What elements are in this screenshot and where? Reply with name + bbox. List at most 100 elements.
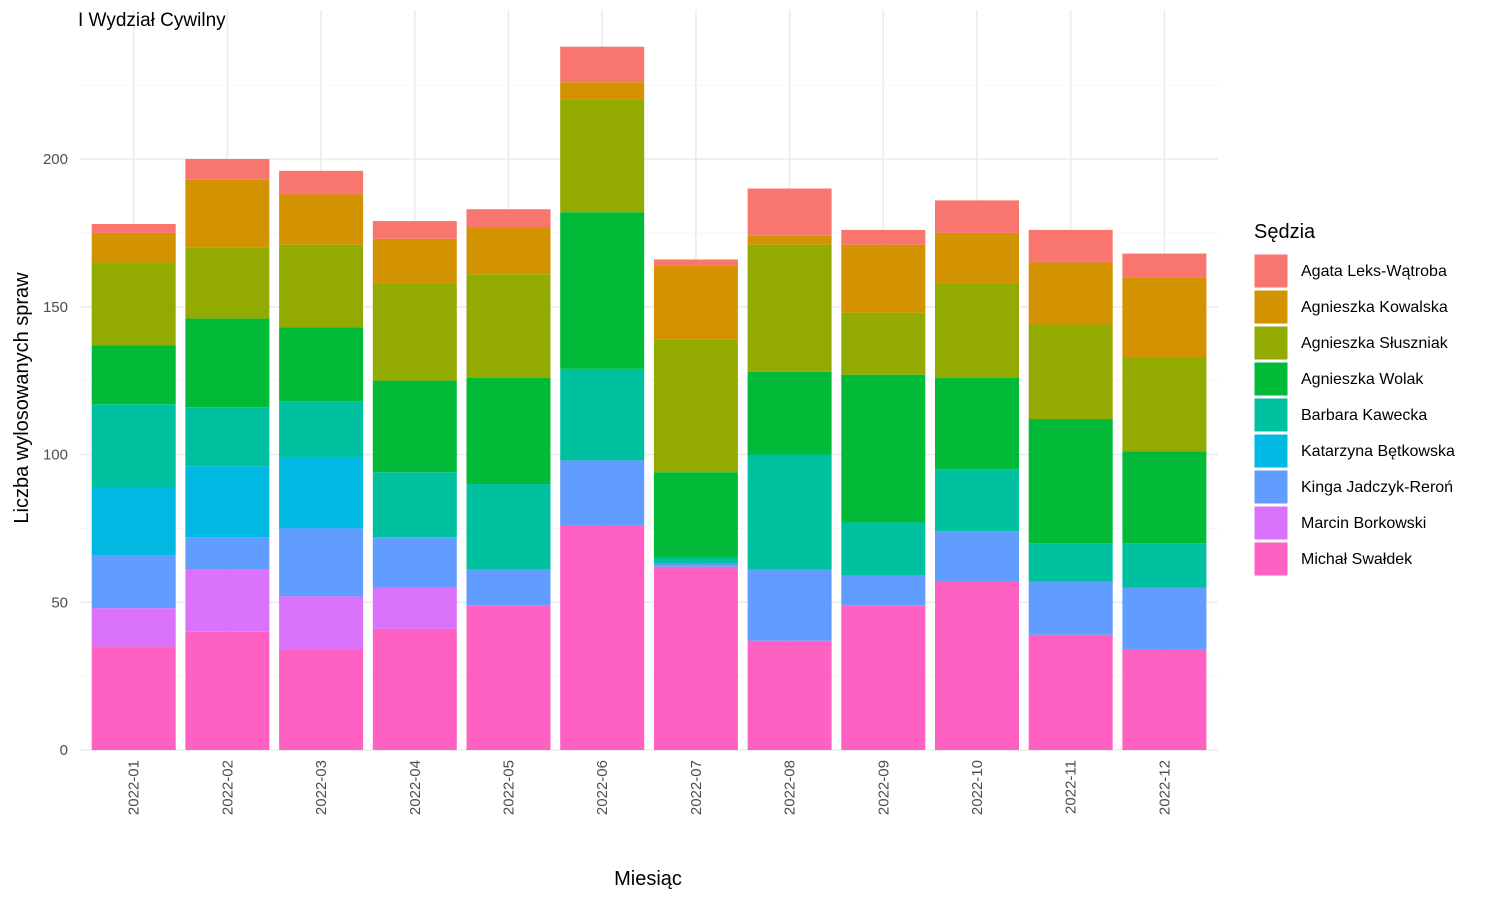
- legend-item: Agnieszka Słuszniak: [1253, 325, 1449, 361]
- legend-label: Agnieszka Kowalska: [1301, 299, 1448, 316]
- bar-segment: [560, 525, 645, 750]
- bar-segment: [1028, 262, 1113, 325]
- bar-segment: [935, 469, 1019, 532]
- x-tick-label: 2022-01: [126, 760, 143, 815]
- legend-label: Marcin Borkowski: [1301, 515, 1426, 532]
- bar-segment: [747, 569, 832, 641]
- y-axis-title: Liczba wylosowanych spraw: [11, 272, 33, 524]
- legend-item: Barbara Kawecka: [1253, 397, 1427, 433]
- bar-segment: [1122, 356, 1207, 452]
- bar-segment: [935, 232, 1019, 284]
- bar-segment: [1122, 451, 1207, 544]
- bar-segment: [91, 608, 176, 647]
- bar-segment: [185, 179, 270, 248]
- bar-segment: [1122, 587, 1207, 650]
- x-tick-label: 2022-12: [1156, 760, 1173, 815]
- legend-item: Agnieszka Kowalska: [1253, 289, 1448, 325]
- bar-segment: [372, 472, 457, 538]
- y-tick-label: 200: [43, 151, 68, 168]
- legend-label: Michał Swałdek: [1301, 551, 1413, 568]
- bar-segment: [91, 487, 176, 555]
- legend-item: Kinga Jadczyk-Reroń: [1253, 469, 1453, 505]
- bar-segment: [1122, 543, 1207, 588]
- bar-segment: [279, 170, 364, 195]
- x-tick-label: 2022-04: [407, 760, 424, 815]
- bar-segment: [841, 374, 926, 523]
- legend-swatch: [1253, 541, 1289, 577]
- bar-segment: [1028, 324, 1113, 420]
- bar-segment: [653, 472, 738, 558]
- legend-swatch: [1253, 469, 1289, 505]
- legend-item: Michał Swałdek: [1253, 541, 1413, 577]
- x-tick-label: 2022-02: [219, 760, 236, 815]
- bar-segment: [841, 244, 926, 313]
- bar-segment: [372, 283, 457, 381]
- legend-item: Marcin Borkowski: [1253, 505, 1426, 541]
- bar-segment: [372, 238, 457, 284]
- x-axis-ticks: 2022-01 2022-02 2022-03 2022-04 2022-05 2022-…: [126, 760, 1174, 815]
- bar-segment: [279, 596, 364, 650]
- bar-segment: [372, 587, 457, 629]
- bar-segment: [91, 404, 176, 488]
- bar-segment: [91, 262, 176, 346]
- bar-segment: [185, 159, 270, 180]
- bar-segment: [1028, 543, 1113, 582]
- bar-segment: [935, 200, 1019, 233]
- bar-segment: [560, 99, 645, 213]
- chart-title: I Wydział Cywilny: [78, 10, 226, 31]
- bar-segment: [279, 327, 364, 402]
- x-tick-label: 2022-11: [1063, 760, 1080, 814]
- bar-segment: [747, 244, 832, 372]
- bar-segment: [841, 575, 926, 606]
- bar-segment: [372, 221, 457, 239]
- bar-segment: [185, 247, 270, 319]
- bar-segment: [91, 224, 176, 233]
- y-tick-label: 150: [43, 299, 68, 316]
- bar-segment: [560, 212, 645, 369]
- bar-segment: [1028, 634, 1113, 750]
- bar-segment: [185, 537, 270, 570]
- bar-segment: [1028, 229, 1113, 263]
- legend-swatch: [1253, 289, 1289, 325]
- y-tick-label: 100: [43, 447, 68, 464]
- bar-segment: [185, 407, 270, 467]
- y-tick-label: 0: [60, 742, 68, 759]
- bar-segment: [91, 554, 176, 609]
- x-tick-label: 2022-06: [594, 760, 611, 815]
- y-axis-ticks: 0 50 100 150 200: [43, 151, 68, 759]
- bar-segment: [935, 581, 1019, 750]
- bar-segment: [91, 646, 176, 750]
- bar-segment: [279, 194, 364, 245]
- bar-segment: [91, 232, 176, 263]
- legend-swatch: [1253, 505, 1289, 541]
- x-axis-title: Miesiąc: [614, 868, 682, 890]
- legend-label: Agata Leks-Wątroba: [1301, 263, 1447, 280]
- legend-swatch: [1253, 325, 1289, 361]
- bar-segment: [653, 265, 738, 340]
- bar-segment: [560, 460, 645, 526]
- bar-segment: [1028, 419, 1113, 544]
- bar-segment: [653, 259, 738, 266]
- bar-segment: [747, 454, 832, 570]
- legend: Sędzia Agata Leks-Wątroba Agnieszka Kowal…: [1253, 221, 1455, 577]
- legend-label: Agnieszka Wolak: [1301, 371, 1424, 388]
- bar-segment: [841, 312, 926, 375]
- bar-segment: [560, 82, 645, 100]
- bar-segment: [560, 46, 645, 83]
- bar-segment: [372, 628, 457, 750]
- bar-segment: [747, 640, 832, 750]
- legend-swatch: [1253, 361, 1289, 397]
- bar-segment: [466, 209, 551, 227]
- x-tick-label: 2022-08: [782, 760, 799, 815]
- bar-segment: [747, 235, 832, 245]
- x-tick-label: 2022-07: [688, 760, 705, 815]
- bar-segment: [1028, 581, 1113, 635]
- legend-label: Agnieszka Słuszniak: [1301, 335, 1449, 352]
- legend-item: Agnieszka Wolak: [1253, 361, 1424, 397]
- bar-segment: [466, 569, 551, 606]
- bar-segment: [935, 531, 1019, 582]
- bar-segment: [653, 557, 738, 564]
- bar-segment: [185, 569, 270, 632]
- bar-segment: [279, 244, 364, 328]
